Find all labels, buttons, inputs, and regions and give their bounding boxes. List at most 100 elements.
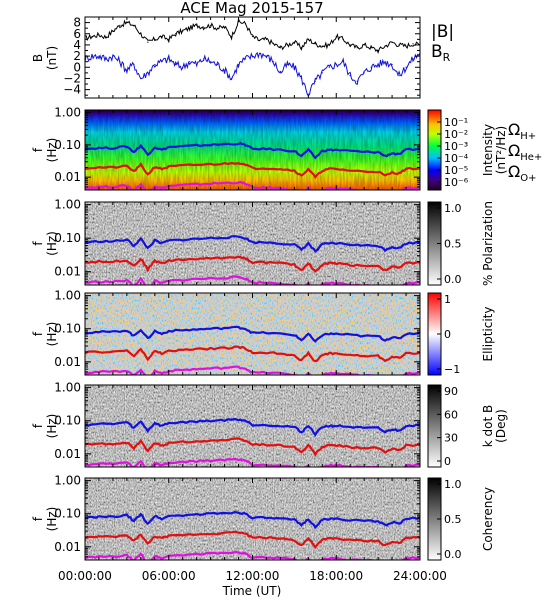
- data-point: [217, 27, 219, 29]
- colorbar-tick-label: 10⁻⁵: [444, 164, 468, 177]
- data-point: [398, 44, 400, 46]
- data-point: [335, 63, 337, 66]
- data-point: [175, 63, 177, 66]
- data-point: [154, 38, 156, 40]
- y-tick-label: 0.10: [54, 414, 81, 428]
- data-point: [307, 38, 309, 40]
- y-tick-label: 1.00: [54, 381, 81, 395]
- data-point: [265, 55, 268, 57]
- data-point: [363, 44, 365, 46]
- colorbar-tick-label: 0.0: [444, 273, 462, 286]
- data-point: [384, 45, 386, 47]
- y-axis-label: B: [31, 54, 45, 62]
- colorbar-tick-label: 0.5: [444, 238, 462, 251]
- data-point: [147, 72, 149, 74]
- x-tick-label: 12:00:00: [226, 569, 280, 583]
- gyrofrequency-curve-heplus: [85, 255, 420, 273]
- data-point: [286, 63, 288, 66]
- data-point: [182, 30, 184, 32]
- data-point: [293, 41, 295, 43]
- gyrofrequency-curve-oplus: [85, 365, 420, 375]
- y-axis-unit: (Hz): [45, 322, 59, 347]
- y-tick-label: 1.00: [54, 198, 81, 212]
- data-point: [217, 63, 219, 66]
- y-axis-unit: (nT): [45, 46, 59, 70]
- data-point: [398, 75, 400, 77]
- data-point: [300, 47, 302, 49]
- colorbar-tick-label: −1: [444, 363, 460, 376]
- legend-omega-heplus: ΩHe+: [508, 141, 542, 163]
- y-tick-label: 0.01: [54, 355, 81, 369]
- y-tick-label: 0.01: [54, 265, 81, 279]
- colorbar-tick-label: 90: [444, 385, 458, 398]
- colorbar-tick-label: 1.0: [444, 202, 462, 215]
- data-point: [328, 66, 330, 68]
- data-point: [377, 49, 379, 52]
- gyrofrequency-curve-oplus: [85, 180, 420, 190]
- colorbar-tick-label: 10⁻¹: [444, 116, 468, 129]
- spectrogram-image: [85, 293, 420, 375]
- data-point: [98, 55, 100, 57]
- data-point: [314, 43, 316, 45]
- data-point: [91, 55, 93, 57]
- x-tick-label: 06:00:00: [142, 569, 196, 583]
- colorbar-label: % Polarization: [481, 201, 495, 286]
- data-point: [363, 72, 365, 74]
- data-point: [328, 44, 330, 46]
- y-axis-unit: (Hz): [45, 414, 59, 439]
- spectrogram-image: [85, 478, 420, 560]
- chart-title: ACE Mag 2015-157: [180, 0, 323, 17]
- data-point: [230, 35, 233, 38]
- data-point: [237, 63, 240, 66]
- y-tick-label: 0.10: [54, 138, 81, 152]
- colorbar-tick-label: 10⁻²: [444, 128, 468, 141]
- colorbar: [427, 384, 442, 468]
- data-point: [119, 61, 121, 63]
- colorbar-label: Intensity: [481, 124, 495, 176]
- spectrogram-texture: [85, 293, 420, 375]
- data-point: [265, 38, 268, 40]
- colorbar-tick-label: 10⁻⁶: [444, 176, 469, 189]
- data-point: [377, 63, 379, 66]
- x-tick-label: 18:00:00: [309, 569, 363, 583]
- spectrogram-image: [85, 202, 420, 285]
- data-point: [405, 45, 407, 47]
- y-axis-label: f: [31, 331, 45, 336]
- y-axis-unit: (Hz): [45, 507, 59, 532]
- data-point: [147, 41, 149, 43]
- data-point: [412, 58, 414, 60]
- gyrofrequency-curve-oplus: [85, 457, 420, 467]
- gyrofrequency-curve-hplus: [85, 235, 420, 253]
- y-tick-label: 0.10: [54, 231, 81, 245]
- legend-omega-hplus: ΩH+: [508, 120, 536, 142]
- colorbar-label: Coherency: [481, 487, 495, 551]
- data-point: [258, 39, 261, 42]
- data-point: [140, 33, 142, 35]
- y-axis-label: f: [31, 241, 45, 246]
- colorbar-tick-label: 0: [444, 455, 451, 468]
- data-point: [279, 47, 282, 49]
- data-point: [342, 38, 344, 40]
- colorbar-tick-label: 0.5: [444, 513, 462, 526]
- data-point: [391, 63, 393, 66]
- y-tick-label: −4: [63, 83, 81, 97]
- spectrogram-image: [85, 385, 420, 467]
- data-point: [279, 72, 282, 74]
- colorbar-unit: (Deg): [494, 409, 508, 443]
- gyrofrequency-curve-heplus: [85, 345, 420, 363]
- y-tick-label: 0.01: [54, 170, 81, 184]
- data-point: [91, 35, 93, 38]
- data-point: [321, 72, 323, 74]
- series-line-b-r: [84, 51, 421, 97]
- y-tick-label: 6: [73, 27, 81, 41]
- gyrofrequency-curve-hplus: [85, 141, 420, 160]
- data-point: [356, 47, 358, 49]
- data-point: [210, 24, 212, 26]
- data-point: [251, 35, 254, 38]
- y-tick-label: 0.01: [54, 540, 81, 554]
- y-tick-label: 2: [73, 49, 81, 63]
- data-point: [272, 61, 275, 63]
- data-point: [168, 58, 170, 60]
- data-point: [272, 43, 275, 45]
